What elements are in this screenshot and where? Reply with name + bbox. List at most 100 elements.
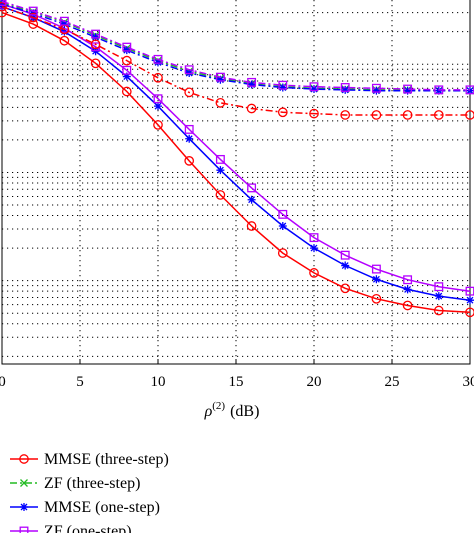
legend-label: ZF (one-step) xyxy=(44,523,132,533)
data-point xyxy=(372,275,381,284)
data-point xyxy=(153,94,163,104)
data-point xyxy=(465,110,474,120)
data-point xyxy=(215,154,225,164)
series-line xyxy=(1,5,471,301)
data-point xyxy=(341,85,350,94)
series-5 xyxy=(0,1,474,120)
legend-marker xyxy=(19,526,29,533)
data-point xyxy=(153,54,163,64)
legend-marker xyxy=(20,503,28,511)
data-point xyxy=(310,85,318,94)
series-line xyxy=(1,3,471,292)
data-point xyxy=(247,195,256,204)
series-line xyxy=(1,3,470,92)
series-layer xyxy=(0,0,474,318)
data-point xyxy=(433,110,444,120)
series-4 xyxy=(0,0,474,95)
data-point xyxy=(91,29,101,39)
data-point xyxy=(247,80,256,89)
data-point xyxy=(341,261,350,270)
x-tick-label: 25 xyxy=(385,374,400,390)
data-point xyxy=(340,83,350,92)
data-point xyxy=(277,248,288,258)
data-point xyxy=(216,166,225,175)
legend-label: ZF (three-step) xyxy=(44,475,140,492)
data-point xyxy=(0,0,6,9)
data-point xyxy=(309,268,319,278)
data-point xyxy=(309,233,319,243)
data-point xyxy=(90,58,101,69)
data-point xyxy=(371,83,381,93)
data-point xyxy=(28,6,38,16)
series-6 xyxy=(0,0,474,95)
legend-item: ZF (three-step) xyxy=(10,475,140,492)
data-point xyxy=(121,55,132,66)
data-point xyxy=(403,285,412,294)
legend-marker xyxy=(19,454,29,464)
data-point xyxy=(122,72,131,81)
x-tick-label: 15 xyxy=(229,374,244,390)
x-tick-label: 0 xyxy=(0,374,6,390)
data-point xyxy=(59,16,69,26)
series-1 xyxy=(0,0,474,95)
data-point xyxy=(121,86,132,97)
data-point xyxy=(371,110,382,120)
data-point xyxy=(340,283,351,294)
data-point xyxy=(184,156,195,166)
data-point xyxy=(278,209,288,219)
data-point xyxy=(434,86,443,95)
data-point xyxy=(122,42,132,52)
data-point xyxy=(59,35,70,46)
x-axis-label: ρ(2) (dB) xyxy=(204,400,260,420)
legend-item: ZF (one-step) xyxy=(10,523,132,533)
data-point xyxy=(310,244,318,253)
legend-item: MMSE (three-step) xyxy=(10,451,169,468)
plot-frame xyxy=(1,0,471,365)
data-point xyxy=(466,86,474,95)
data-point xyxy=(215,190,226,200)
data-point xyxy=(184,65,194,75)
series-2 xyxy=(0,2,474,305)
data-point xyxy=(90,39,101,50)
data-point xyxy=(184,87,195,98)
data-point xyxy=(402,300,413,311)
data-point xyxy=(433,305,444,316)
data-point xyxy=(434,282,444,292)
data-point xyxy=(0,0,7,6)
data-point xyxy=(309,108,319,119)
data-point xyxy=(216,75,225,84)
data-point xyxy=(154,58,162,67)
x-tick-label: 10 xyxy=(151,374,166,390)
data-point xyxy=(28,12,39,23)
x-axis-label-main: ρ xyxy=(204,403,213,420)
data-point xyxy=(153,120,163,130)
x-tick-label: 20 xyxy=(307,374,322,390)
data-point xyxy=(278,222,287,231)
data-point xyxy=(246,221,257,231)
x-tick-label: 5 xyxy=(76,374,84,390)
x-axis-ticks: 0 5 10 15 20 25 30 xyxy=(0,359,474,390)
data-point xyxy=(278,83,287,92)
series-3 xyxy=(0,0,474,296)
legend-item: MMSE (one-step) xyxy=(10,499,160,516)
series-line xyxy=(1,5,470,116)
data-point xyxy=(371,264,381,274)
x-axis-label-sup: (2) xyxy=(212,400,225,412)
data-point xyxy=(215,97,226,108)
data-point xyxy=(153,72,163,83)
series-line xyxy=(1,11,471,314)
data-point xyxy=(278,80,288,90)
data-point xyxy=(185,134,194,143)
data-point xyxy=(434,85,444,95)
x-tick-label: 30 xyxy=(463,374,474,390)
data-point xyxy=(154,102,162,111)
data-point xyxy=(434,292,443,301)
legend-label: MMSE (three-step) xyxy=(44,451,169,468)
data-point xyxy=(403,86,412,95)
data-point xyxy=(122,46,131,55)
data-point xyxy=(403,84,413,94)
data-point xyxy=(403,275,413,285)
data-point xyxy=(215,72,225,82)
data-point xyxy=(465,307,474,318)
